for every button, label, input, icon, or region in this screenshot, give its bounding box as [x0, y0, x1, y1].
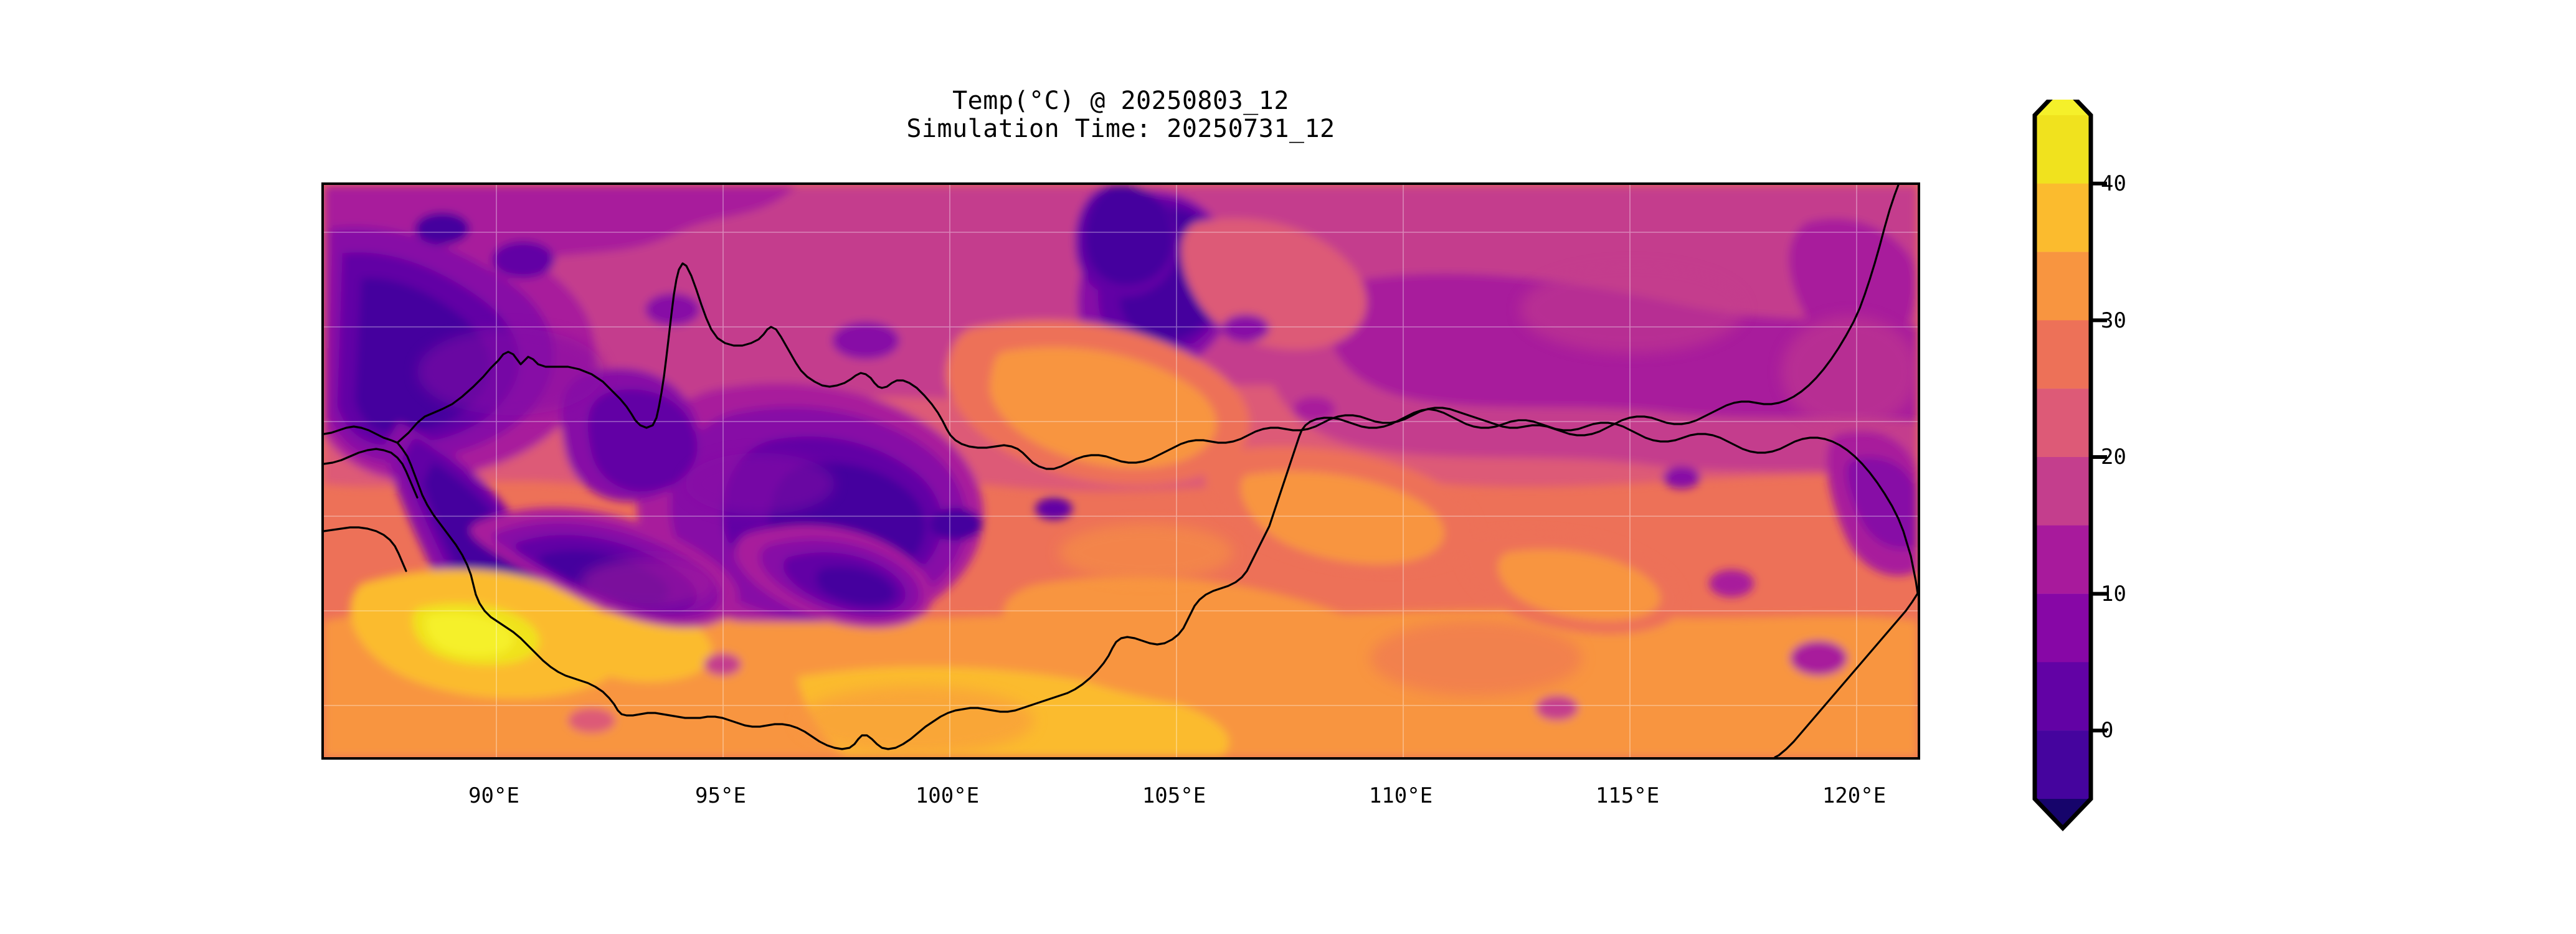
map-clip: [324, 185, 1918, 757]
xtick-label-120E: 120°E: [1822, 783, 1887, 808]
colorbar-svg: [2032, 100, 2107, 832]
colorbar-outline: [2032, 100, 2093, 832]
xtick-label-105E: 105°E: [1142, 783, 1206, 808]
colorbar-label-40: 40: [2101, 171, 2126, 196]
colorbar[interactable]: 40 30 20 10 0: [2027, 100, 2227, 841]
colorbar-label-0: 0: [2101, 718, 2114, 743]
title-line-2: Simulation Time: 20250731_12: [906, 114, 1335, 143]
xtick-label-90E: 90°E: [468, 783, 519, 808]
chart-title: Temp(°C) @ 20250803_12 Simulation Time: …: [321, 87, 1920, 143]
temperature-field: [324, 185, 1918, 757]
colorbar-label-10: 10: [2101, 582, 2126, 606]
colorbar-under-arrow: [2035, 799, 2091, 828]
xtick-label-100E: 100°E: [915, 783, 980, 808]
title-line-1: Temp(°C) @ 20250803_12: [952, 87, 1289, 115]
xtick-label-110E: 110°E: [1368, 783, 1433, 808]
map-gridlines: [324, 185, 1918, 757]
colorbar-ticks: [2091, 181, 2107, 733]
xtick-label-95E: 95°E: [695, 783, 746, 808]
colorbar-label-20: 20: [2101, 445, 2126, 469]
colorbar-bands: [2035, 100, 2091, 828]
map-plot-area[interactable]: [321, 182, 1920, 760]
colorbar-label-30: 30: [2101, 308, 2126, 333]
country-borders: [324, 185, 1918, 757]
xtick-label-115E: 115°E: [1595, 783, 1660, 808]
